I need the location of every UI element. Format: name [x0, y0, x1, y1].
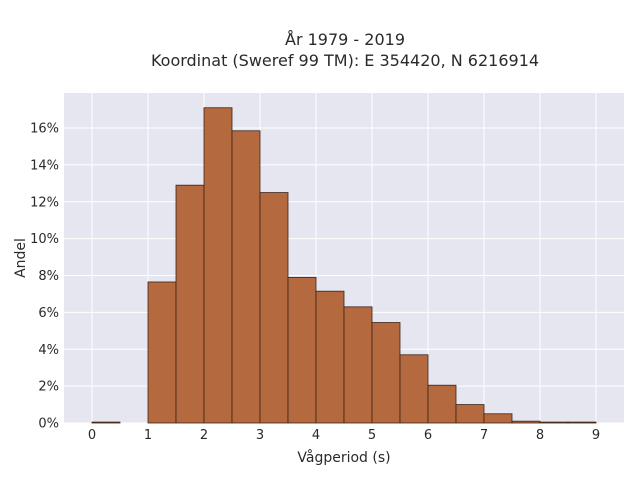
y-tick-label: 0%: [38, 417, 59, 432]
histogram-bar-6: [287, 276, 317, 424]
histogram-bar-13: [483, 413, 513, 424]
y-tick-label: 4%: [38, 343, 59, 358]
y-axis-label: Andel: [13, 238, 29, 278]
x-tick-label: 9: [592, 428, 600, 443]
x-tick-label: 0: [88, 428, 96, 443]
histogram-bar-5: [259, 192, 289, 424]
y-tick-label: 8%: [38, 269, 59, 284]
histogram-bar-15: [539, 421, 569, 424]
x-tick-label: 4: [312, 428, 320, 443]
x-axis-ticks: 0 1 2 3 4 5 6 7 8 9: [88, 428, 600, 443]
histogram-bar-0: [91, 421, 121, 424]
x-tick-label: 7: [480, 428, 488, 443]
histogram-bar-10: [399, 354, 429, 424]
histogram-bar-3: [203, 107, 233, 424]
histogram-bar-14: [511, 420, 541, 424]
chart-title-line2: Koordinat (Sweref 99 TM): E 354420, N 62…: [151, 51, 539, 70]
histogram-bar-2: [175, 184, 205, 424]
y-tick-label: 6%: [38, 306, 59, 321]
histogram-bar-16: [567, 421, 597, 424]
x-tick-label: 5: [368, 428, 376, 443]
x-tick-label: 8: [536, 428, 544, 443]
y-tick-label: 2%: [38, 380, 59, 395]
histogram-bar-12: [455, 404, 485, 424]
histogram-bar-8: [343, 306, 373, 424]
x-tick-label: 1: [144, 428, 152, 443]
histogram-bar-9: [371, 322, 401, 424]
bars: [91, 107, 597, 424]
chart-title-line1: År 1979 - 2019: [285, 30, 405, 49]
y-axis-ticks: 0% 2% 4% 6% 8% 10% 12% 14% 16%: [30, 122, 59, 432]
y-tick-label: 16%: [30, 122, 59, 137]
x-axis-label: Vågperiod (s): [297, 449, 390, 466]
y-tick-label: 12%: [30, 195, 59, 210]
x-tick-label: 3: [256, 428, 264, 443]
histogram-bar-11: [427, 384, 457, 424]
histogram-bar-1: [147, 281, 177, 424]
histogram-bar-7: [315, 290, 345, 424]
y-tick-label: 10%: [30, 232, 59, 247]
histogram-bar-4: [231, 130, 261, 424]
x-tick-label: 6: [424, 428, 432, 443]
y-tick-label: 14%: [30, 158, 59, 173]
x-tick-label: 2: [200, 428, 208, 443]
